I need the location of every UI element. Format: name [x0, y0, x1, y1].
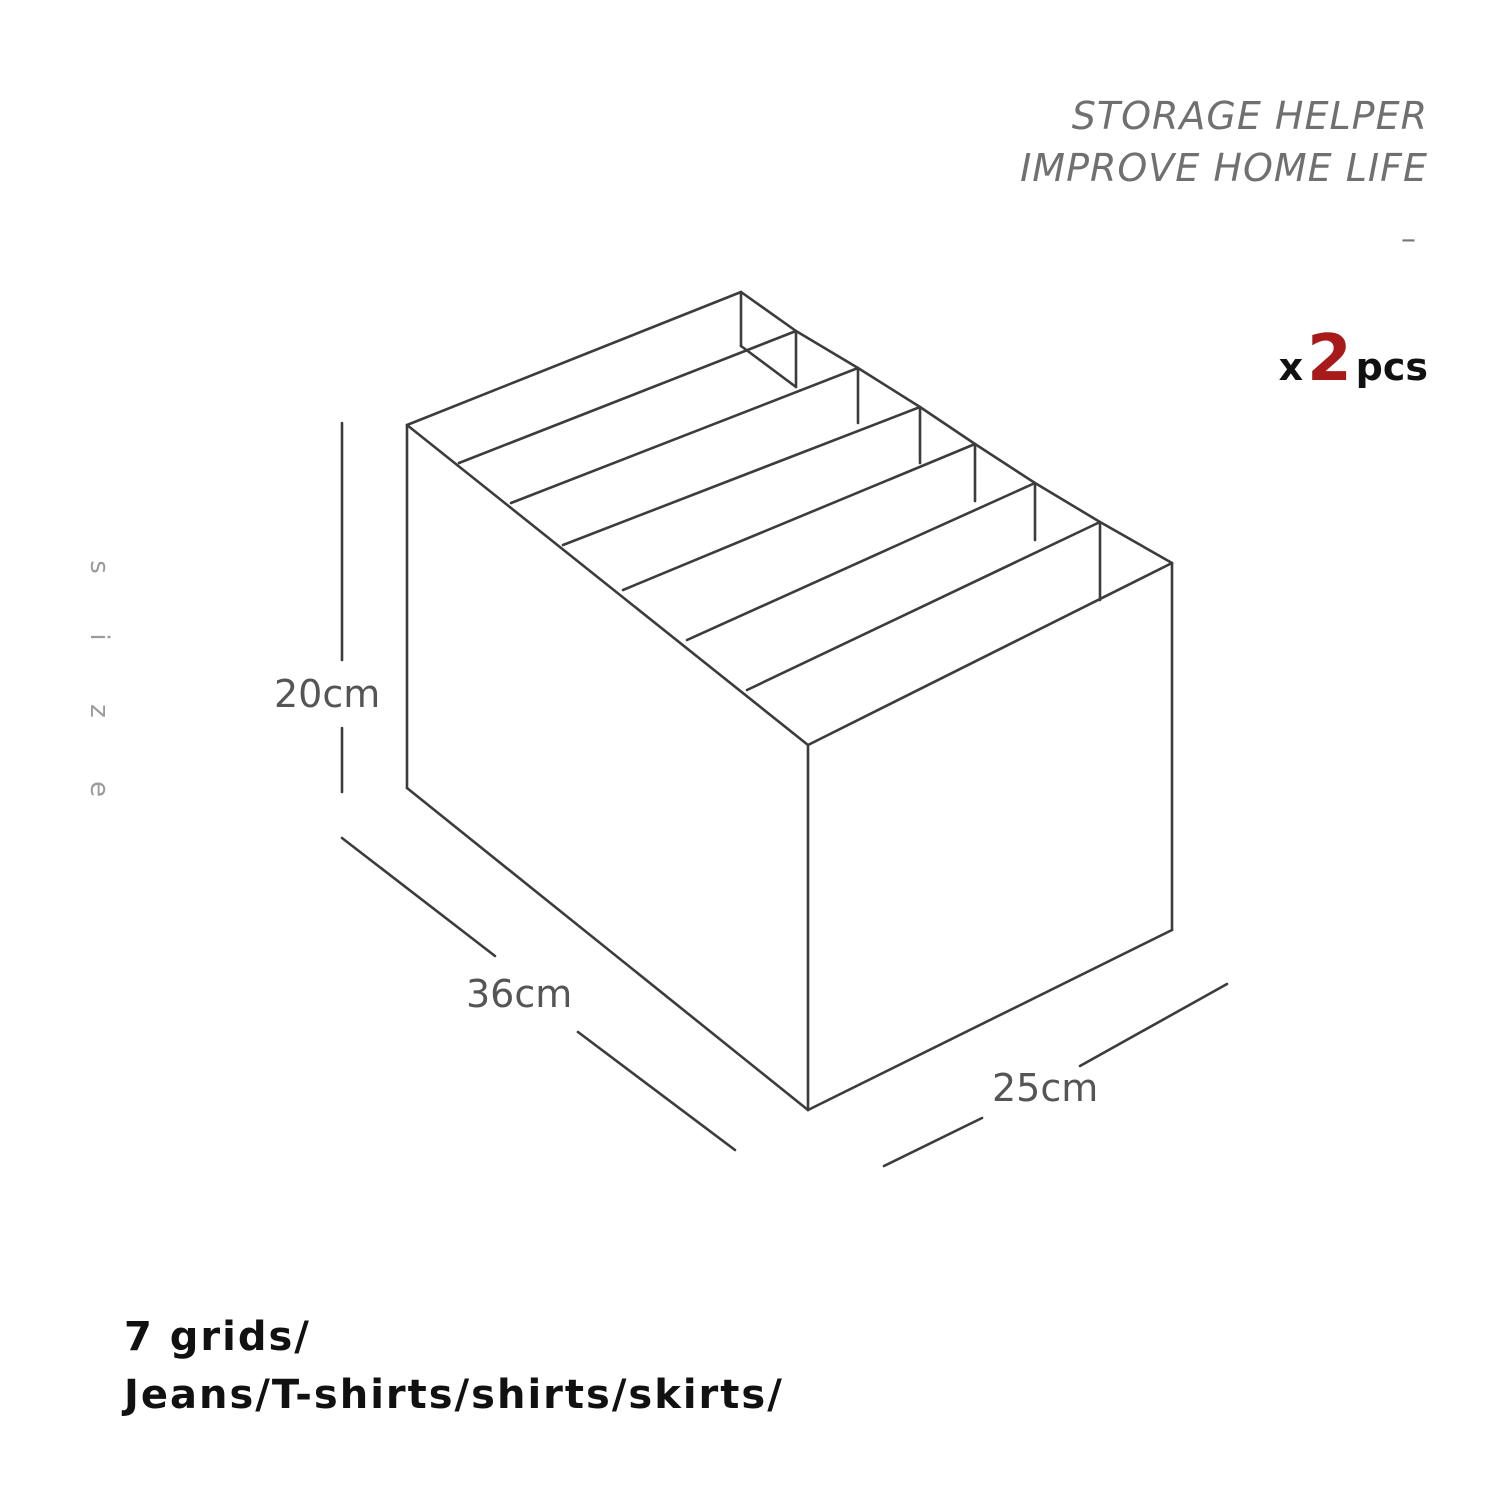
grids-text: 7 grids/	[124, 1314, 311, 1360]
divider-3	[561, 405, 922, 547]
side-label-char-2: i	[84, 633, 114, 641]
box-front-bottom-line	[806, 928, 1174, 1112]
quantity-label: x 2 pcs	[1279, 322, 1428, 396]
length-dimension-label: 36cm	[466, 972, 573, 1016]
length-dim-line-a	[340, 836, 497, 958]
length-dim-line-b	[576, 1030, 737, 1152]
divider-5	[685, 481, 1037, 642]
divider-4	[621, 442, 977, 592]
tagline-line2: IMPROVE HOME LIFE	[1020, 146, 1428, 190]
box-front-top-line	[806, 561, 1174, 747]
quantity-number: 2	[1307, 322, 1352, 396]
side-label-char-1: s	[84, 560, 114, 574]
height-dimension-label: 20cm	[274, 672, 381, 716]
tagline-dash: –	[1401, 222, 1416, 257]
tagline-line1: STORAGE HELPER	[1071, 94, 1428, 138]
divider-2	[509, 366, 860, 505]
quantity-prefix: x	[1278, 345, 1304, 389]
box-bottom-long-line	[405, 786, 810, 1112]
quantity-suffix: pcs	[1355, 345, 1428, 389]
clothing-types-text: Jeans/T-shirts/shirts/skirts/	[124, 1372, 784, 1418]
side-label-char-3: z	[84, 704, 114, 718]
divider-6	[745, 520, 1102, 692]
box-top-long-line	[405, 423, 810, 747]
box-back-top-line	[405, 290, 743, 427]
side-label-char-4: e	[84, 781, 114, 797]
width-dim-line-a	[882, 1116, 984, 1168]
width-dim-line-b	[1078, 982, 1229, 1068]
divider-track-lower	[739, 344, 798, 389]
divider-track	[739, 290, 1174, 565]
width-dimension-label: 25cm	[992, 1066, 1099, 1110]
